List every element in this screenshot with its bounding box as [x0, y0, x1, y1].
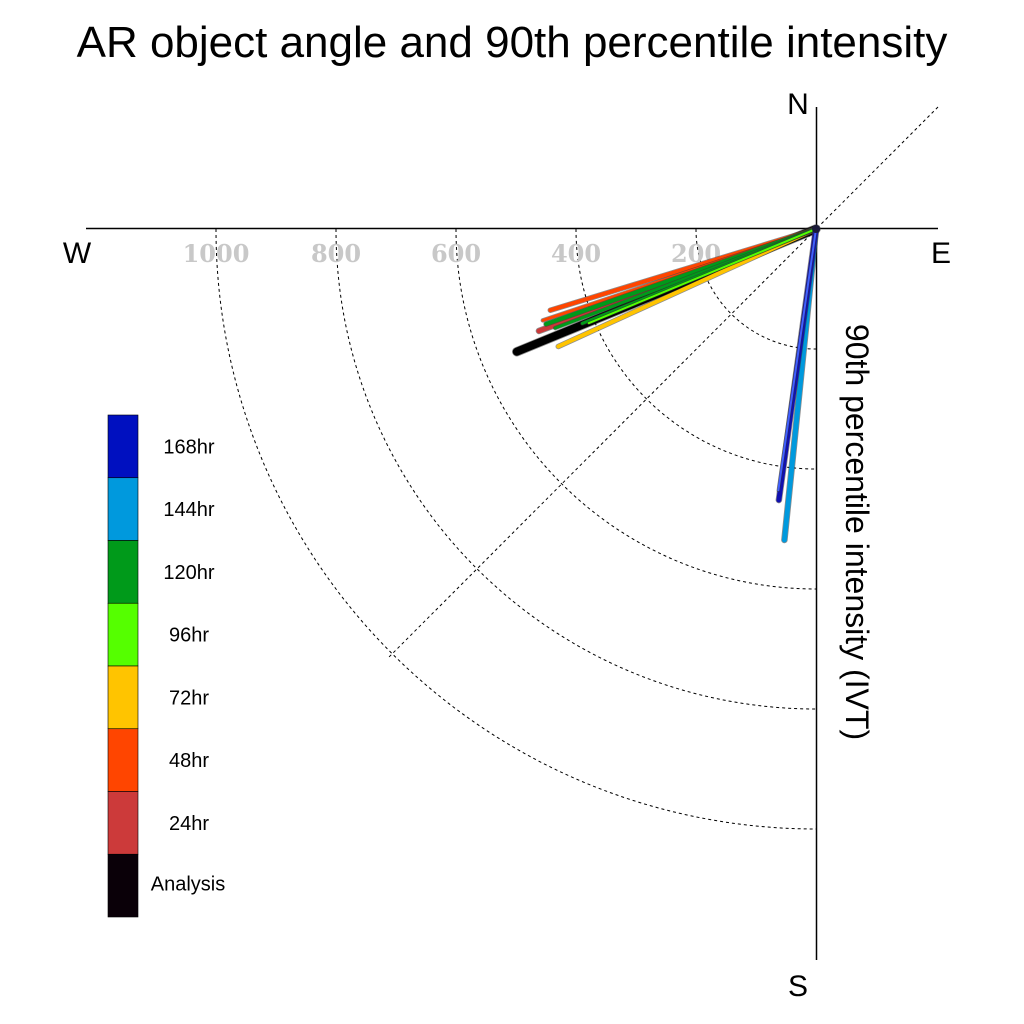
radial-tick-label-2: 600: [431, 239, 481, 268]
range-ring-2: [455, 228, 817, 590]
compass-east: E: [931, 237, 951, 270]
range-ring-0: [695, 228, 817, 350]
legend-label-4: 72hr: [169, 687, 209, 709]
legend-swatch-6: [107, 791, 139, 855]
legend-label-7: Analysis: [151, 873, 225, 895]
legend: 168hr 144hr 120hr 96hr 72hr 48hr 24hr Analysis: [107, 414, 225, 918]
legend-swatch-3: [107, 602, 139, 667]
legend-label-2: 120hr: [163, 562, 214, 584]
chart-title: AR object angle and 90th percentile inte…: [77, 18, 948, 67]
legend-label-1: 144hr: [163, 499, 214, 521]
vectors: [512, 224, 821, 544]
compass-south: S: [788, 970, 808, 1003]
compass-north: N: [787, 88, 809, 121]
range-rings: [215, 228, 817, 830]
vector-96hr-8: [587, 228, 817, 325]
y-axis-label: 90th percentile intensity (IVT): [839, 324, 875, 740]
range-ring-1: [575, 228, 817, 470]
diagonal-gridline: [387, 106, 939, 659]
radial-tick-label-4: 1000: [183, 239, 250, 268]
legend-swatch-4: [107, 665, 139, 730]
legend-label-6: 24hr: [169, 813, 209, 835]
origin-marker: [812, 225, 820, 233]
legend-swatch-1: [107, 477, 139, 541]
compass-west: W: [63, 237, 92, 270]
radial-tick-label-1: 400: [551, 239, 601, 268]
legend-label-5: 48hr: [169, 750, 209, 772]
radial-tick-label-3: 800: [311, 239, 361, 268]
legend-label-3: 96hr: [169, 625, 209, 647]
legend-label-0: 168hr: [163, 436, 214, 458]
legend-swatch-2: [107, 540, 139, 604]
legend-swatch-7: [107, 853, 139, 918]
legend-swatch-0: [107, 414, 139, 479]
range-ring-4: [215, 228, 817, 830]
vector-168hr-11: [777, 228, 817, 492]
legend-swatch-5: [107, 728, 139, 792]
